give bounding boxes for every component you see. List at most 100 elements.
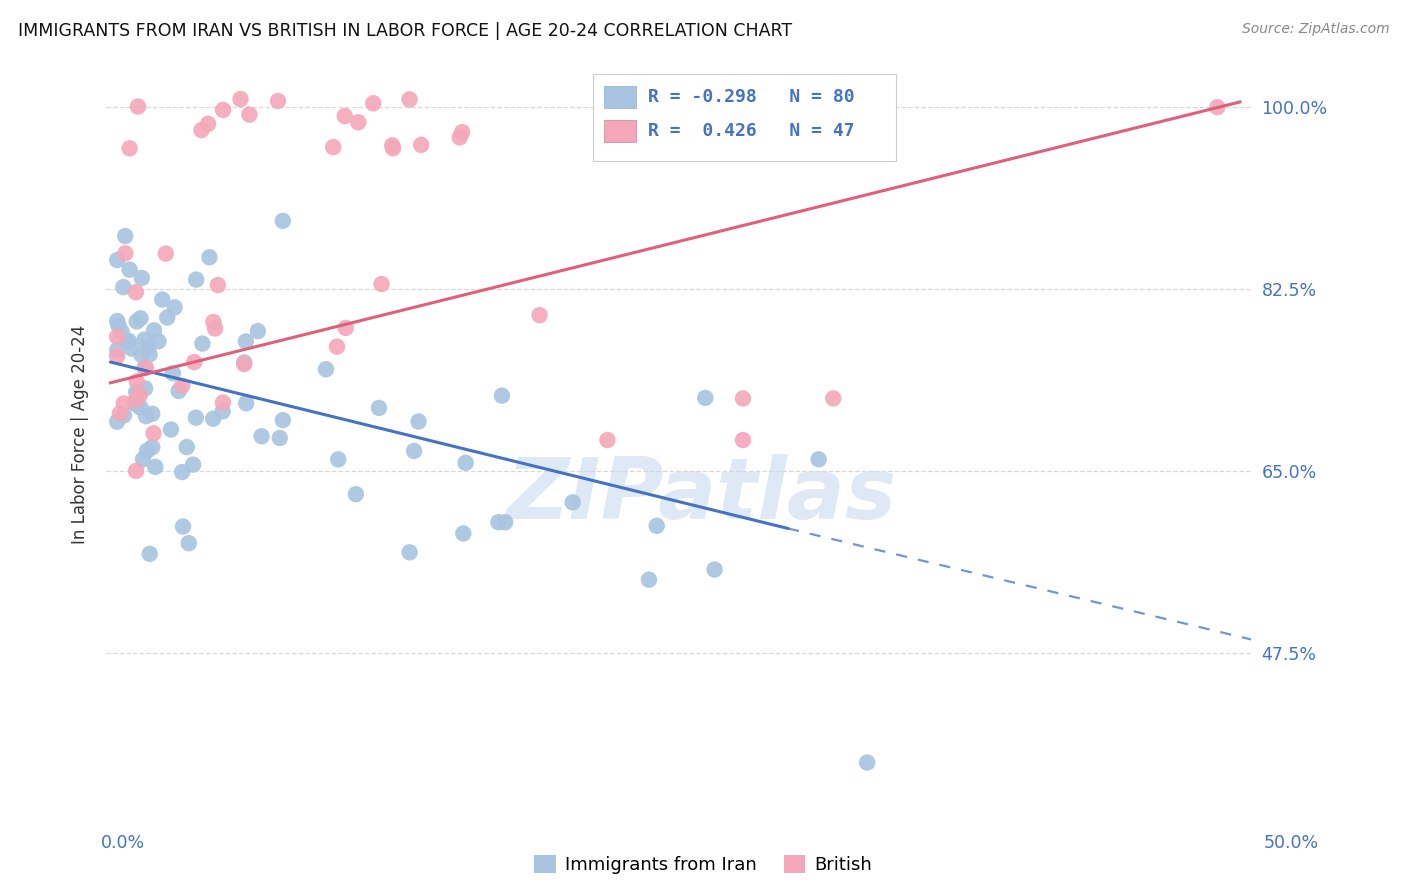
Point: [112, 280, 135, 294]
Point: [235, 396, 257, 410]
Point: [114, 229, 136, 244]
Point: [190, 123, 212, 137]
Point: [176, 440, 198, 454]
Point: [453, 526, 475, 541]
Point: [125, 384, 148, 399]
Point: [108, 407, 131, 421]
Point: [136, 443, 159, 458]
Point: [117, 335, 139, 350]
Point: [204, 321, 226, 335]
Point: [703, 563, 725, 577]
Point: [322, 140, 344, 154]
Point: [172, 465, 194, 479]
Point: [212, 103, 235, 117]
FancyBboxPatch shape: [605, 120, 636, 142]
Point: [333, 109, 356, 123]
Point: [328, 452, 350, 467]
Point: [731, 392, 754, 406]
Point: [695, 391, 717, 405]
Point: [112, 409, 135, 423]
Point: [143, 459, 166, 474]
Point: [404, 444, 426, 458]
Point: [271, 413, 294, 427]
Point: [105, 253, 128, 268]
Text: IMMIGRANTS FROM IRAN VS BRITISH IN LABOR FORCE | AGE 20-24 CORRELATION CHART: IMMIGRANTS FROM IRAN VS BRITISH IN LABOR…: [18, 22, 793, 40]
Point: [127, 99, 149, 113]
Point: [398, 92, 420, 106]
Point: [856, 756, 879, 770]
Point: [408, 415, 430, 429]
Point: [138, 339, 160, 353]
Point: [411, 137, 433, 152]
Point: [451, 125, 474, 139]
Point: [235, 334, 257, 349]
Point: [127, 387, 149, 401]
Point: [491, 388, 513, 402]
Point: [233, 357, 256, 371]
Point: [160, 422, 183, 436]
Text: ZIPatlas: ZIPatlas: [506, 454, 897, 537]
Point: [197, 117, 219, 131]
Point: [172, 519, 194, 533]
Point: [596, 433, 619, 447]
Point: [177, 536, 200, 550]
Point: [1206, 100, 1229, 114]
Point: [370, 277, 392, 291]
Point: [118, 141, 141, 155]
Point: [347, 115, 370, 129]
Point: [211, 404, 233, 418]
Point: [172, 378, 194, 392]
Point: [125, 464, 148, 478]
Point: [250, 429, 273, 443]
Point: [486, 515, 509, 529]
Point: [131, 271, 153, 285]
Point: [162, 366, 184, 380]
Point: [128, 388, 150, 402]
Point: [138, 347, 160, 361]
Point: [198, 250, 221, 264]
Y-axis label: In Labor Force | Age 20-24: In Labor Force | Age 20-24: [72, 326, 89, 544]
Point: [233, 355, 256, 369]
Point: [131, 348, 153, 362]
Point: [125, 392, 148, 407]
Point: [118, 334, 141, 348]
Legend: Immigrants from Iran, British: Immigrants from Iran, British: [534, 855, 872, 874]
Point: [155, 246, 177, 260]
Point: [121, 342, 143, 356]
Point: [142, 426, 165, 441]
Point: [125, 285, 148, 300]
Point: [186, 272, 208, 286]
Point: [135, 409, 157, 423]
Point: [135, 360, 157, 375]
Point: [105, 314, 128, 328]
Point: [229, 92, 252, 106]
Point: [105, 343, 128, 357]
Point: [823, 392, 845, 406]
Point: [105, 330, 128, 344]
Point: [183, 355, 205, 369]
FancyBboxPatch shape: [593, 74, 896, 161]
Point: [184, 410, 207, 425]
Text: 50.0%: 50.0%: [1264, 834, 1319, 852]
Point: [112, 396, 135, 410]
Point: [125, 375, 148, 389]
Point: [105, 350, 128, 364]
Point: [105, 415, 128, 429]
Point: [494, 516, 516, 530]
Point: [368, 401, 391, 415]
Point: [181, 458, 204, 472]
Point: [529, 308, 551, 322]
Point: [125, 397, 148, 411]
Point: [163, 301, 186, 315]
Text: R =  0.426   N = 47: R = 0.426 N = 47: [648, 122, 855, 140]
Point: [326, 340, 349, 354]
Text: 0.0%: 0.0%: [101, 834, 145, 852]
Point: [212, 395, 235, 409]
Point: [344, 487, 367, 501]
Point: [449, 130, 471, 145]
Point: [271, 214, 294, 228]
Point: [269, 431, 291, 445]
Point: [118, 262, 141, 277]
Point: [134, 333, 156, 347]
Point: [134, 381, 156, 395]
